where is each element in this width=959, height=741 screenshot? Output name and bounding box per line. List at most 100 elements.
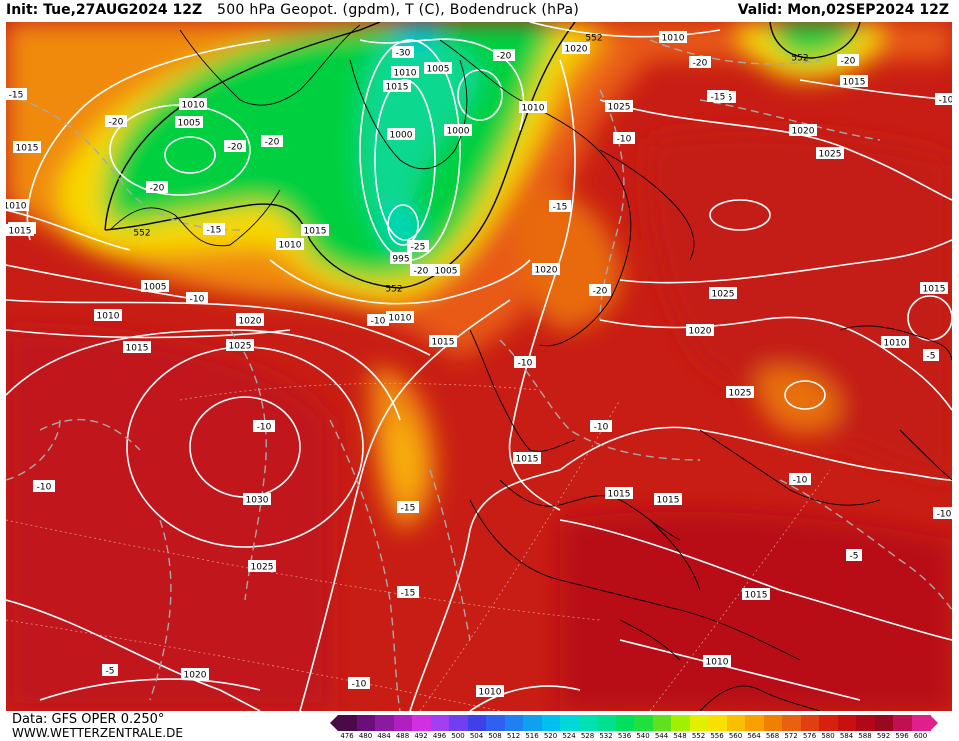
- isotherm-label-bg: [203, 223, 225, 235]
- colorbar-swatch: [449, 715, 468, 731]
- isobar-label: 1020: [792, 127, 815, 137]
- isotherm-label-bg: [186, 292, 208, 304]
- isobar-label-bg: [179, 98, 207, 110]
- isobar-label-bg: [181, 668, 209, 680]
- isotherm-label: -15: [207, 226, 222, 236]
- isobar-label-bg: [175, 116, 203, 128]
- isobar-label-bg: [562, 42, 590, 54]
- isotherm-label: -10: [939, 96, 952, 106]
- colorbar-tick-label: 532: [599, 732, 613, 740]
- isobar-label-bg: [391, 66, 419, 78]
- isobar-label: 1015: [745, 591, 768, 601]
- isotherm-label-bg: [514, 356, 536, 368]
- isobar-label: 1025: [251, 563, 274, 573]
- colorbar-swatch: [800, 715, 820, 731]
- isobar-label-bg: [6, 199, 29, 211]
- isobar-label-bg: [605, 487, 633, 499]
- colorbar-swatch: [504, 715, 524, 731]
- colorbar-tick-label: 576: [802, 732, 817, 740]
- isobar-label: 1005: [178, 119, 201, 129]
- isobar-label: 1010: [389, 314, 412, 324]
- coastlines: [109, 24, 952, 711]
- isobar-label-bg: [386, 311, 414, 323]
- colorbar-tick-label: 508: [488, 732, 502, 740]
- colorbar-swatch: [819, 715, 838, 731]
- colorbar-tick-label: 516: [525, 732, 539, 740]
- isotherm-label-bg: [348, 677, 370, 689]
- isotherm-label-bg: [589, 284, 611, 296]
- height-label: 552: [133, 229, 150, 239]
- isotherm-label: -10: [518, 359, 533, 369]
- isotherm-label: -20: [228, 143, 243, 153]
- isotherms: [6, 39, 952, 711]
- colorbar-tick-label: 484: [377, 732, 391, 740]
- isotherm-label: -15: [553, 203, 568, 213]
- isotherm-label-bg: [935, 93, 952, 105]
- isobar-label-bg: [13, 141, 41, 153]
- isotherm-label: -20: [150, 184, 165, 194]
- isotherm-label-bg: [549, 200, 571, 212]
- isotherm-label: -15: [9, 91, 24, 101]
- colorbar-tick-label: 512: [506, 732, 521, 740]
- isotherm-label: -5: [850, 552, 859, 562]
- colorbar-swatch: [523, 715, 542, 731]
- isotherm-label: -20: [593, 287, 608, 297]
- colorbar-swatch: [893, 715, 912, 731]
- isobar-label: 1010: [662, 34, 685, 44]
- isotherm-label-bg: [397, 501, 419, 513]
- colorbar-swatch: [745, 715, 764, 731]
- colorbar-swatch: [541, 715, 561, 731]
- isotherm-labels: -30 -20 -20 -20 -20 -20 -15 -10 -25 -20 -15 -10 -20 -…: [6, 46, 952, 690]
- colorbar-swatch: [356, 715, 376, 731]
- colorbar-swatch: [726, 715, 746, 731]
- isotherm-label-bg: [33, 480, 55, 492]
- colorbar-swatch: [708, 715, 727, 731]
- isobar-label-bg: [726, 386, 754, 398]
- isotherm-label-bg: [102, 664, 118, 676]
- isobar-label: 1020: [689, 327, 712, 337]
- isobar-label: 1000: [447, 127, 470, 137]
- colorbar-tick-label: 528: [580, 732, 595, 740]
- isobar-label: 1025: [608, 103, 631, 113]
- colorbar-tick-label: 552: [691, 732, 706, 740]
- isotherm-label-bg: [407, 240, 429, 252]
- isobar-label: 1025: [712, 290, 735, 300]
- isobar-label-bg: [686, 324, 714, 336]
- colorbar-swatch: [763, 715, 783, 731]
- colorbar-tick-label: 536: [617, 732, 632, 740]
- isobar-label: 1025: [229, 342, 252, 352]
- isotherm-label: -10: [617, 135, 632, 145]
- isotherm-label: -15: [711, 93, 726, 103]
- isotherm-label: -10: [257, 423, 272, 433]
- colorbar-swatch: [486, 715, 505, 731]
- colorbar-tick-label: 500: [451, 732, 465, 740]
- isobar-label: 1015: [657, 496, 680, 506]
- isobar-label: 1015: [923, 285, 946, 295]
- isobar-label-bg: [243, 493, 271, 505]
- isobar-label-bg: [387, 128, 415, 140]
- isobar-label-bg: [703, 655, 731, 667]
- isotherm-label: -10: [594, 423, 609, 433]
- graticule: [6, 383, 831, 711]
- isobar-label: 1010: [97, 312, 120, 322]
- colorbar-swatch: [560, 715, 579, 731]
- isotherm-label-bg: [105, 115, 127, 127]
- isotherm-label-bg: [707, 90, 729, 102]
- colorbar-swatch: [911, 715, 931, 731]
- colorbar-tick-label: 588: [858, 732, 872, 740]
- isotherm-label: -10: [937, 510, 952, 520]
- isotherm-label-bg: [933, 507, 952, 519]
- isotherm-label: -15: [401, 504, 416, 514]
- colorbar-tick-label: 592: [876, 732, 891, 740]
- isobar-label-bg: [605, 100, 633, 112]
- colorbar-tick-label: 568: [765, 732, 780, 740]
- isotherm-label-bg: [789, 473, 811, 485]
- isobar-label: 1000: [390, 131, 413, 141]
- colorbar-tick-label: 492: [414, 732, 428, 740]
- isotherm-label-bg: [367, 314, 389, 326]
- isotherm-label: -20: [414, 267, 429, 277]
- height-label: 552: [385, 285, 402, 295]
- isobar-label: 1015: [16, 144, 39, 154]
- isotherm-label: -10: [793, 476, 808, 486]
- isobar-label: 1025: [729, 389, 752, 399]
